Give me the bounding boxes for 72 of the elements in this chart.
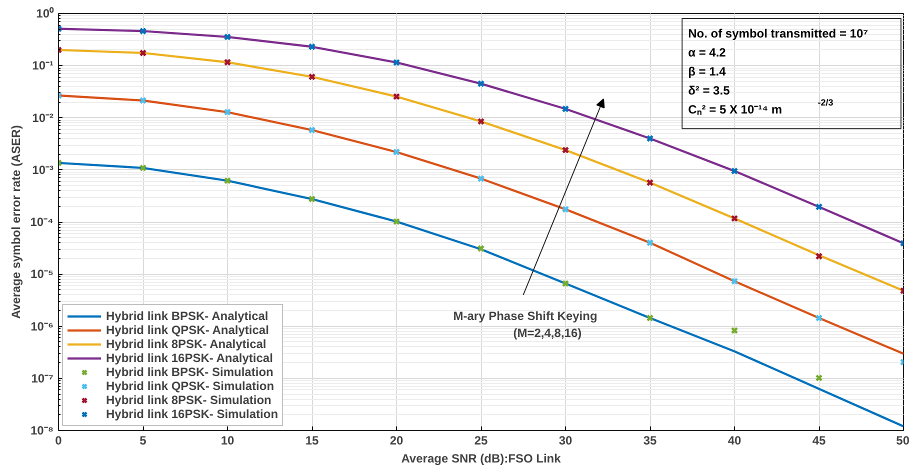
point bbox=[562, 206, 570, 214]
text: No. of symbol transmitted = 10⁷ α = 4.2 β = 1.4 δ² = 3.5 Cₙ² = 5 X 10⁻¹⁴ m-2/3 bbox=[688, 26, 868, 117]
x-tick-label: 35 bbox=[643, 434, 657, 448]
point bbox=[224, 108, 232, 116]
point bbox=[477, 244, 485, 252]
point bbox=[815, 252, 823, 260]
point bbox=[815, 374, 823, 382]
point bbox=[224, 58, 232, 66]
point bbox=[815, 203, 823, 211]
x-tick-label: 25 bbox=[474, 434, 488, 448]
x-tick-label: 0 bbox=[55, 434, 62, 448]
x-tick-label: 30 bbox=[558, 434, 572, 448]
point bbox=[392, 58, 400, 66]
annotation: M-ary Phase Shift Keying (M=2,4,8,16) bbox=[453, 308, 598, 340]
line-series bbox=[58, 48, 904, 292]
point bbox=[646, 134, 654, 142]
legend-label: Hybrid link 8PSK- Simulation bbox=[106, 393, 272, 407]
point bbox=[139, 27, 147, 35]
y-tick-label: 10⁻⁵ bbox=[30, 267, 54, 282]
point bbox=[562, 280, 570, 288]
y-tick-label: 10⁻⁸ bbox=[30, 424, 54, 438]
point bbox=[139, 49, 147, 57]
point bbox=[646, 178, 654, 186]
point bbox=[815, 314, 823, 322]
y-tick-label: 10⁻⁴ bbox=[30, 215, 54, 229]
x-tick-label: 50 bbox=[896, 434, 909, 448]
line-series bbox=[58, 28, 904, 244]
point bbox=[730, 167, 738, 175]
point bbox=[646, 239, 654, 246]
point bbox=[139, 96, 147, 104]
x-tick-label: 20 bbox=[390, 434, 404, 448]
legend-label: Hybrid link QPSK- Simulation bbox=[106, 379, 274, 393]
point bbox=[392, 92, 400, 100]
legend-label: Hybrid link BPSK- Analytical bbox=[106, 309, 268, 323]
point bbox=[392, 148, 400, 156]
point bbox=[392, 218, 400, 226]
y-tick-label: 10⁻¹ bbox=[32, 58, 54, 73]
legend-label: Hybrid link 16PSK- Analytical bbox=[106, 351, 273, 365]
point bbox=[562, 146, 570, 154]
point bbox=[730, 326, 738, 334]
point bbox=[477, 174, 485, 182]
point bbox=[730, 214, 738, 222]
point bbox=[730, 278, 738, 285]
point bbox=[139, 164, 147, 172]
point bbox=[308, 195, 316, 203]
y-tick-label: 10⁻⁶ bbox=[30, 319, 54, 334]
point bbox=[224, 176, 232, 184]
y-tick-label: 10⁰ bbox=[36, 6, 54, 20]
point bbox=[477, 118, 485, 126]
point bbox=[562, 105, 570, 113]
x-tick-label: 10 bbox=[220, 434, 234, 448]
line-series bbox=[58, 162, 904, 428]
legend-label: Hybrid link QPSK- Analytical bbox=[106, 323, 269, 337]
x-tick-label: 5 bbox=[140, 434, 147, 448]
point bbox=[646, 314, 654, 322]
point bbox=[477, 80, 485, 88]
point bbox=[308, 73, 316, 81]
x-tick-label: 15 bbox=[305, 434, 319, 448]
y-tick-label: 10⁻² bbox=[32, 110, 54, 125]
x-tick-label: 45 bbox=[812, 434, 826, 448]
x-tick-label: 40 bbox=[728, 434, 742, 448]
line-series bbox=[58, 94, 904, 355]
point bbox=[308, 126, 316, 134]
legend-label: Hybrid link 16PSK- Simulation bbox=[106, 407, 278, 421]
legend-label: Hybrid link BPSK- Simulation bbox=[106, 365, 274, 379]
point bbox=[308, 43, 316, 50]
y-tick-label: 10⁻³ bbox=[32, 162, 54, 177]
point bbox=[224, 33, 232, 41]
y-axis-title: Average symbol error rate (ASER) bbox=[9, 125, 24, 319]
legend-label: Hybrid link 8PSK- Analytical bbox=[106, 337, 266, 351]
x-axis-title: Average SNR (dB):FSO Link bbox=[401, 452, 562, 466]
y-tick-label: 10⁻⁷ bbox=[31, 371, 54, 386]
